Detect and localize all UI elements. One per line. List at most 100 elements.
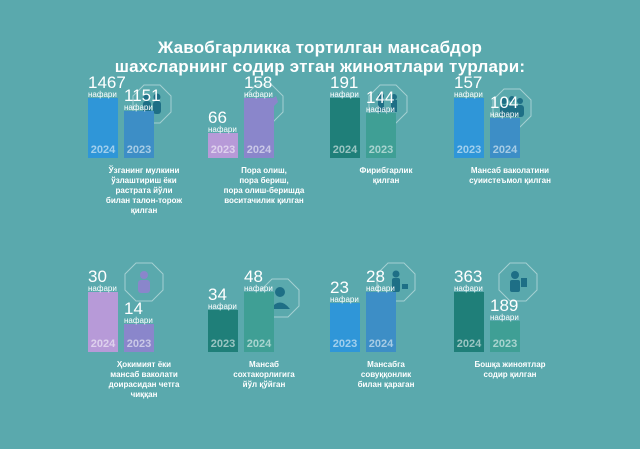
bar-value-label: 66 xyxy=(208,107,227,127)
fraud-icon xyxy=(368,84,408,124)
chart-panel: 2024 30 нафари 2023 14 нафари Ҳокимият ёки манс… xyxy=(74,232,214,399)
bar-year-label: 2023 xyxy=(332,337,358,350)
caption-line: пора олиш-беришда xyxy=(223,186,305,195)
bar: 2024 xyxy=(88,98,118,158)
bar-value-label: 14 xyxy=(124,299,143,318)
chart-panel: 2024 363 нафари 2023 189 нафари Бошқа жиноятла… xyxy=(440,232,580,392)
bar-value-label: 30 xyxy=(88,267,107,286)
caption-line: чиққан xyxy=(130,390,158,399)
title-line-1: Жавобгарликка тортилган мансабдор xyxy=(157,38,483,57)
bar: 2023 xyxy=(490,320,520,352)
bar-unit-label: нафари xyxy=(366,284,395,293)
caption-line: воситачилик қилган xyxy=(224,196,304,205)
caption-line: қилган xyxy=(130,206,158,215)
caption-line: Мансаб xyxy=(249,360,279,369)
bar-year-label: 2024 xyxy=(246,338,272,350)
bar-unit-label: нафари xyxy=(124,102,153,112)
bar-value-label: 48 xyxy=(244,267,263,286)
bar-year-label: 2024 xyxy=(246,144,272,156)
people-icon xyxy=(132,84,172,124)
bar-unit-label: нафари xyxy=(330,90,359,99)
caption-line: суиистеъмол қилган xyxy=(469,176,551,185)
caption-line: Ўзганинг мулкини xyxy=(108,166,180,175)
chart-caption: Мансаб ваколатини суиистеъмол қилган xyxy=(440,166,580,186)
bar-year-label: 2024 xyxy=(90,144,116,156)
bar: 2023 xyxy=(124,324,154,352)
bar-value-label: 144 xyxy=(366,87,395,107)
caption-line: Пора олиш, xyxy=(241,166,287,175)
bar: 2024 xyxy=(490,118,520,158)
bar-unit-label: нафари xyxy=(208,301,237,311)
other-crimes-icon xyxy=(498,262,538,302)
caption-line: билан қараган xyxy=(357,380,415,389)
bar: 2023 xyxy=(454,98,484,158)
caption-line: ўзлаштириш ёки xyxy=(111,176,177,185)
bar: 2024 xyxy=(244,292,274,352)
bar: 2024 xyxy=(88,292,118,352)
crowd-icon xyxy=(492,88,532,128)
bar: 2024 xyxy=(366,292,396,352)
caption-line: пора бериш, xyxy=(239,176,289,185)
chart-caption: Пора олиш, пора бериш, пора олиш-беришда во… xyxy=(194,166,334,206)
bar-year-label: 2024 xyxy=(368,338,394,350)
caption-line: растрата йўли xyxy=(115,186,173,195)
caption-line: қилган xyxy=(372,176,400,185)
bar-value-label: 158 xyxy=(244,73,273,92)
bar-year-label: 2023 xyxy=(210,338,236,350)
bar-unit-label: нафари xyxy=(88,90,117,99)
infographic-title: Жавобгарликка тортилган мансабдор шахсла… xyxy=(0,38,640,76)
bar: 2023 xyxy=(330,302,360,352)
caption-line: Бошқа жиноятлар xyxy=(474,360,546,369)
bar: 2023 xyxy=(366,112,396,158)
chart-caption: Мансабга совуққонлик билан қараган xyxy=(316,360,456,390)
chart-panel: 2024 1467 нафари 2023 1151 нафари Ўзганинг мул… xyxy=(74,38,214,215)
bar-value-label: 1467 xyxy=(88,73,126,92)
bar-value-label: 23 xyxy=(330,277,349,297)
bar-year-label: 2024 xyxy=(456,338,482,350)
caption-line: Мансабга xyxy=(367,360,405,369)
caption-line: йўл қўйган xyxy=(242,380,286,389)
bar-year-label: 2023 xyxy=(126,338,152,350)
bar-unit-label: нафари xyxy=(88,284,117,293)
bar-value-label: 191 xyxy=(330,73,359,92)
chart-caption: Бошқа жиноятлар содир қилган xyxy=(440,360,580,380)
bar-unit-label: нафари xyxy=(454,284,483,293)
chart-panel: 2023 157 нафари 2024 104 нафари Мансаб ваколат… xyxy=(440,38,580,198)
chart-panel: 2023 66 нафари 2024 158 нафари Пора олиш, пора … xyxy=(194,38,334,205)
bar-unit-label: нафари xyxy=(244,284,273,293)
negligence-icon xyxy=(376,262,416,302)
bar-unit-label: нафари xyxy=(330,294,359,304)
chart-panel: 2023 34 нафари 2024 48 нафари Мансаб сохтакорли… xyxy=(194,232,334,392)
bar-unit-label: нафари xyxy=(490,312,519,322)
caption-line: содир қилган xyxy=(483,370,537,379)
bar-year-label: 2023 xyxy=(210,143,236,156)
bar-year-label: 2024 xyxy=(90,338,116,350)
caption-line: доирасидан четга xyxy=(108,380,180,389)
bar-year-label: 2024 xyxy=(332,144,358,156)
bar-value-label: 34 xyxy=(208,284,227,304)
bar-unit-label: нафари xyxy=(124,316,153,325)
bar-value-label: 104 xyxy=(490,93,519,113)
bar-year-label: 2023 xyxy=(368,143,394,156)
caption-line: Ҳокимият ёки xyxy=(116,360,172,369)
bar-value-label: 157 xyxy=(454,73,483,92)
official-icon xyxy=(124,262,164,302)
bar-value-label: 28 xyxy=(366,267,385,286)
bar: 2024 xyxy=(454,292,484,352)
chart-panel: 2023 23 нафари 2024 28 нафари Мансабга совуққон… xyxy=(316,232,456,392)
bar-year-label: 2023 xyxy=(126,143,152,156)
caption-line: мансаб ваколати xyxy=(110,370,178,379)
bar: 2024 xyxy=(330,98,360,158)
chart-caption: Фирибгарлик қилган xyxy=(316,166,456,186)
caption-line: сохтакорлигига xyxy=(233,370,295,379)
bar-unit-label: нафари xyxy=(454,90,483,99)
bar: 2023 xyxy=(208,132,238,158)
bar-unit-label: нафари xyxy=(366,104,395,114)
bar-year-label: 2023 xyxy=(492,337,518,350)
bar-year-label: 2023 xyxy=(456,144,482,156)
title-line-2: шахсларнинг содир этган жиноятлари турла… xyxy=(114,57,526,76)
bar: 2023 xyxy=(208,309,238,352)
caption-line: Мансаб ваколатини xyxy=(470,166,550,175)
chart-caption: Мансаб сохтакорлигига йўл қўйган xyxy=(194,360,334,390)
